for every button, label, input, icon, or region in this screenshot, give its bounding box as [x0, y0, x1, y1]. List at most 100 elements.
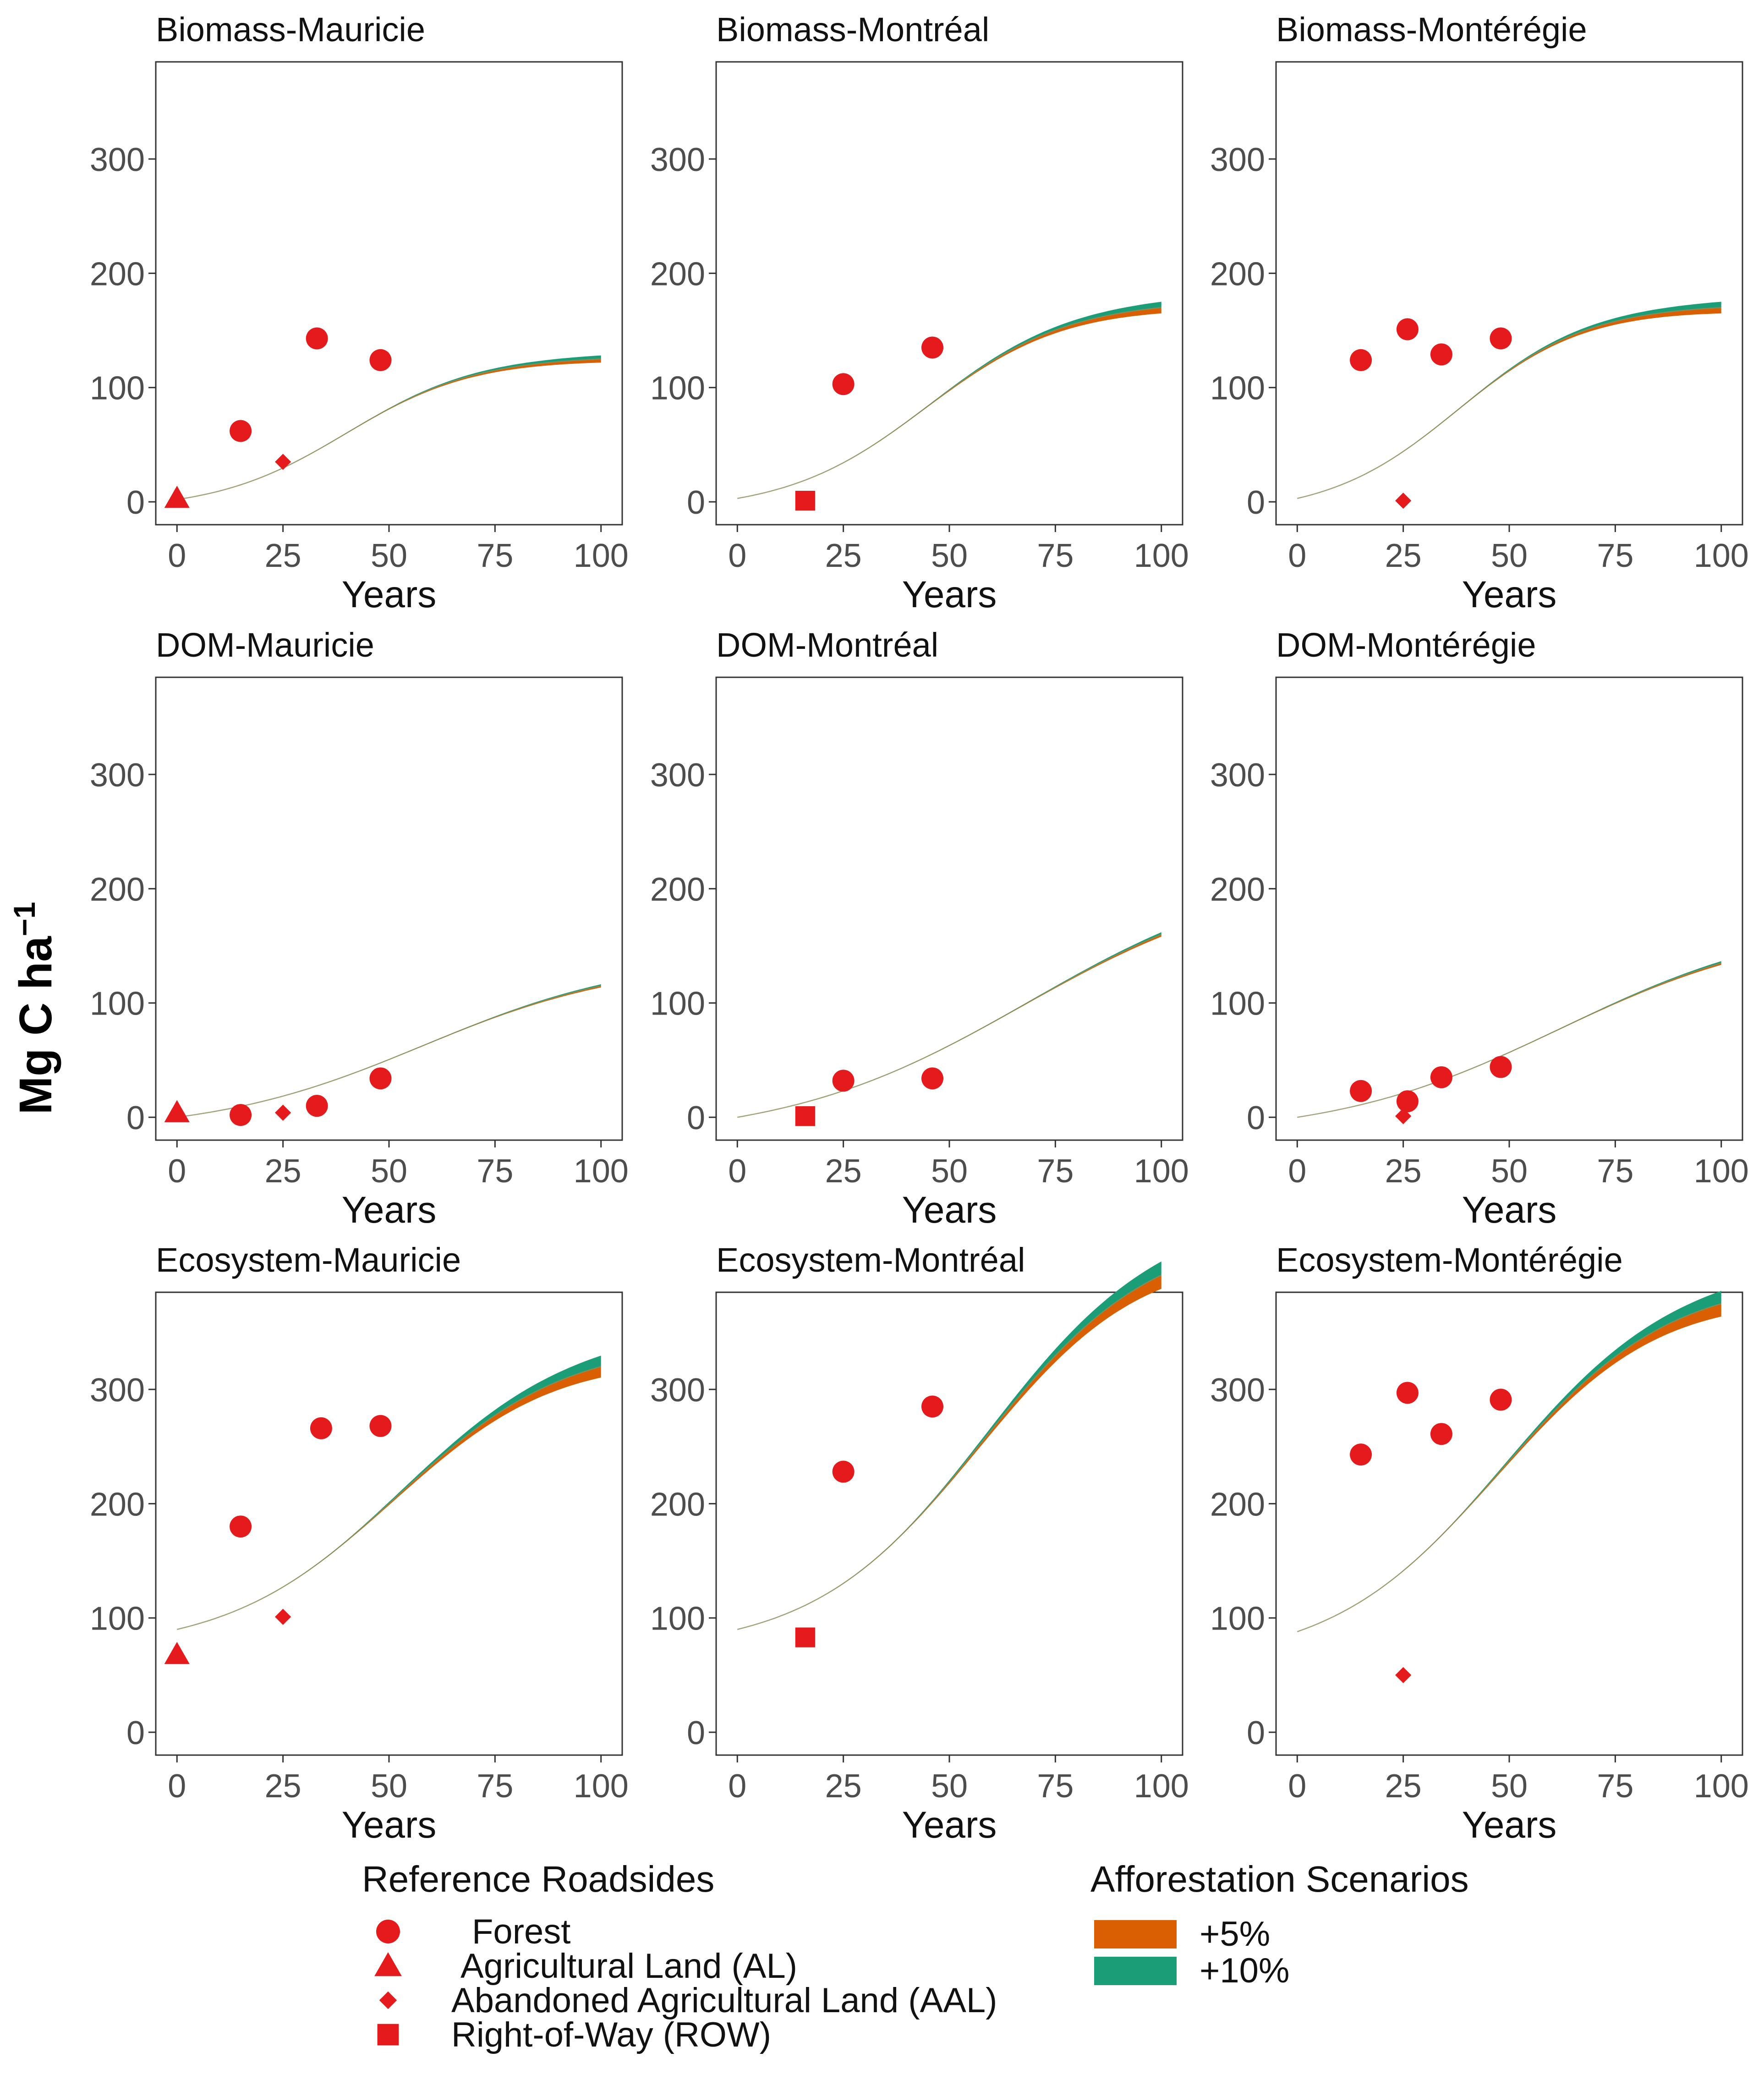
x-axis-title: Years — [902, 574, 997, 615]
x-tick-label: 0 — [168, 1153, 186, 1190]
data-point-circle — [1396, 318, 1419, 340]
model-line — [737, 933, 1162, 1118]
data-point-square — [795, 1627, 815, 1647]
y-tick-label: 300 — [650, 757, 705, 794]
x-tick-label: 0 — [168, 538, 186, 574]
legend-key-circle — [376, 1920, 400, 1943]
x-axis-title: Years — [902, 1189, 997, 1231]
panels: Biomass-Mauricie 0 100 200 300 0 25 50 75 100 Year… — [90, 11, 1749, 1846]
y-tick-label: 300 — [650, 142, 705, 178]
x-tick-label: 25 — [265, 538, 301, 574]
data-point-circle — [1396, 1382, 1419, 1404]
data-point-circle — [832, 1460, 855, 1483]
data-point-circle — [310, 1417, 332, 1439]
legend-title: Afforestation Scenarios — [1090, 1859, 1469, 1899]
x-tick-label: 25 — [825, 1153, 862, 1190]
y-tick-label: 200 — [650, 871, 705, 908]
model-line — [737, 1274, 1162, 1630]
x-tick-label: 25 — [825, 1768, 862, 1805]
y-tick-label: 100 — [90, 986, 145, 1022]
y-tick-label: 300 — [650, 1372, 705, 1409]
x-tick-label: 100 — [574, 1153, 629, 1190]
model-line — [1297, 962, 1722, 1118]
panel-title: Ecosystem-Mauricie — [156, 1241, 461, 1279]
x-tick-label: 25 — [825, 538, 862, 574]
x-tick-label: 0 — [168, 1768, 186, 1805]
data-point-circle — [369, 1067, 392, 1090]
x-axis-title: Years — [342, 1189, 437, 1231]
x-axis-title: Years — [1462, 574, 1557, 615]
y-tick-label: 100 — [1210, 370, 1265, 407]
legend-key-square — [377, 2024, 399, 2046]
y-tick-label: 100 — [90, 1601, 145, 1637]
y-tick-label: 200 — [650, 1486, 705, 1523]
x-axis-title: Years — [342, 574, 437, 615]
x-tick-label: 50 — [1491, 1768, 1528, 1805]
legend-title: Reference Roadsides — [362, 1859, 714, 1899]
x-tick-label: 75 — [477, 538, 513, 574]
y-tick-label: 200 — [1210, 256, 1265, 292]
band-plus-10-percent — [177, 984, 601, 1118]
panel-frame — [1275, 1291, 1743, 1756]
panel-title: Biomass-Mauricie — [156, 11, 425, 49]
band-plus-5-percent — [1297, 1303, 1721, 1632]
panel-8: Ecosystem-Montréal 0 100 200 300 0 25 50 75 100 Ye… — [650, 1241, 1189, 1846]
data-point-circle — [1430, 1423, 1452, 1445]
x-tick-label: 50 — [371, 1153, 407, 1190]
data-point-circle — [1350, 1443, 1372, 1466]
y-tick-label: 100 — [1210, 986, 1265, 1022]
x-tick-label: 25 — [1385, 1768, 1422, 1805]
x-tick-label: 50 — [371, 1768, 407, 1805]
data-point-diamond — [275, 1104, 291, 1121]
panel-title: Ecosystem-Montréal — [716, 1241, 1025, 1279]
panel-frame — [715, 1291, 1183, 1756]
model-line — [737, 307, 1161, 499]
x-tick-label: 25 — [1385, 1153, 1422, 1190]
x-axis-title: Years — [1462, 1189, 1557, 1231]
band-plus-10-percent — [737, 932, 1161, 1118]
data-point-diamond — [275, 454, 291, 470]
model-line — [177, 358, 601, 500]
band-plus-5-percent — [737, 934, 1161, 1118]
panel-6: DOM-Montérégie 0 100 200 300 0 25 50 75 100 Years — [1210, 626, 1749, 1231]
x-axis-title: Years — [902, 1804, 997, 1846]
legend-label: Forest — [472, 1912, 570, 1951]
y-tick-label: 0 — [126, 1715, 145, 1751]
band-plus-10-percent — [737, 1261, 1161, 1630]
data-point-circle — [369, 349, 392, 371]
panel-title: Ecosystem-Montérégie — [1276, 1241, 1623, 1279]
data-point-circle — [306, 327, 328, 350]
data-point-circle — [1490, 1056, 1512, 1078]
x-tick-label: 75 — [1597, 1768, 1633, 1805]
x-tick-label: 50 — [371, 538, 407, 574]
panel-title: Biomass-Montérégie — [1276, 11, 1587, 49]
x-tick-label: 100 — [1694, 1153, 1749, 1190]
data-point-circle — [1396, 1090, 1419, 1113]
x-tick-label: 100 — [1694, 1768, 1749, 1805]
x-tick-label: 50 — [931, 1768, 968, 1805]
y-tick-label: 0 — [1247, 1100, 1265, 1136]
x-tick-label: 25 — [265, 1153, 301, 1190]
y-tick-label: 100 — [650, 986, 705, 1022]
data-point-square — [795, 491, 815, 511]
x-tick-label: 75 — [477, 1768, 513, 1805]
data-point-circle — [369, 1415, 392, 1437]
x-tick-label: 75 — [477, 1153, 513, 1190]
y-tick-label: 100 — [650, 370, 705, 407]
x-tick-label: 100 — [574, 1768, 629, 1805]
data-point-circle — [306, 1095, 328, 1117]
x-tick-label: 100 — [1134, 1768, 1189, 1805]
data-point-circle — [921, 1395, 943, 1418]
legend-swatch — [1094, 1957, 1177, 1985]
y-tick-label: 0 — [687, 1715, 705, 1751]
data-point-circle — [832, 1070, 855, 1092]
x-tick-label: 75 — [1037, 1153, 1074, 1190]
y-tick-label: 200 — [90, 871, 145, 908]
data-point-circle — [921, 1067, 943, 1090]
y-tick-label: 0 — [687, 1100, 705, 1136]
y-tick-label: 300 — [1210, 1372, 1265, 1409]
data-point-circle — [1490, 1388, 1512, 1411]
x-tick-label: 0 — [728, 1768, 746, 1805]
